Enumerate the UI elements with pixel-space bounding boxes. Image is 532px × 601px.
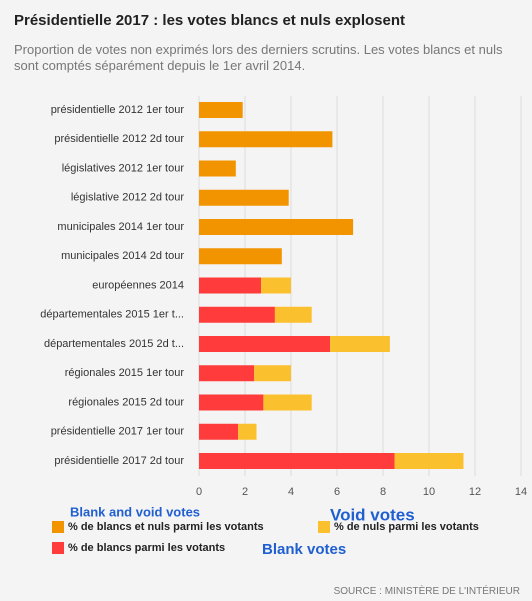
- legend-label: % de blancs parmi les votants: [68, 542, 225, 554]
- y-tick-label: municipales 2014 2d tour: [61, 250, 184, 262]
- bar: [199, 365, 255, 382]
- bar: [199, 160, 236, 177]
- bar: [254, 365, 291, 382]
- bar: [330, 336, 390, 352]
- y-tick-label: départementales 2015 2d t...: [44, 338, 184, 350]
- y-tick-label: régionales 2015 1er tour: [65, 367, 185, 379]
- x-tick-label: 6: [334, 486, 340, 498]
- bar: [199, 423, 239, 440]
- chart-title: Présidentielle 2017 : les votes blancs e…: [14, 12, 405, 29]
- legend-swatch: [318, 521, 330, 533]
- bar: [199, 394, 264, 411]
- y-tick-label: présidentielle 2017 1er tour: [51, 426, 185, 438]
- x-tick-label: 2: [242, 486, 248, 498]
- bar: [199, 248, 282, 265]
- y-tick-label: régionales 2015 2d tour: [68, 396, 184, 408]
- bar: [199, 453, 395, 469]
- legend-label: % de nuls parmi les votants: [334, 521, 479, 533]
- y-tick-label: présidentielle 2017 2d tour: [54, 455, 184, 467]
- x-tick-label: 10: [423, 486, 435, 498]
- y-tick-label: présidentielle 2012 2d tour: [54, 133, 184, 145]
- bar: [238, 423, 257, 440]
- annotation: Blank votes: [262, 541, 346, 558]
- y-tick-label: présidentielle 2012 1er tour: [51, 104, 185, 116]
- bar: [274, 306, 312, 323]
- y-tick-label: législative 2012 2d tour: [71, 192, 184, 204]
- x-tick-label: 4: [288, 486, 294, 498]
- x-tick-label: 14: [515, 486, 527, 498]
- legend-label: % de blancs et nuls parmi les votants: [68, 521, 264, 533]
- bar: [199, 131, 333, 148]
- x-tick-label: 0: [196, 486, 202, 498]
- bar: [199, 336, 331, 352]
- bar: [199, 102, 243, 118]
- y-tick-label: législatives 2012 1er tour: [62, 162, 185, 174]
- y-tick-label: départementales 2015 1er t...: [40, 309, 184, 321]
- bar: [199, 219, 354, 235]
- bar: [263, 394, 312, 411]
- annotation: Void votes: [330, 505, 415, 524]
- legend-swatch: [52, 521, 64, 533]
- bar: [199, 277, 262, 294]
- annotation: Blank and void votes: [70, 504, 200, 519]
- x-tick-label: 12: [469, 486, 481, 498]
- bar: [199, 189, 289, 206]
- bar: [261, 277, 291, 294]
- y-tick-label: municipales 2014 1er tour: [57, 221, 184, 233]
- legend-swatch: [52, 542, 64, 554]
- y-tick-label: européennes 2014: [92, 279, 184, 291]
- source: SOURCE : MINISTÈRE DE L'INTÉRIEUR: [333, 586, 520, 597]
- chart-subtitle: Proportion de votes non exprimés lors de…: [14, 42, 503, 73]
- bar: [394, 453, 464, 469]
- bar: [199, 306, 275, 323]
- x-tick-label: 8: [380, 486, 386, 498]
